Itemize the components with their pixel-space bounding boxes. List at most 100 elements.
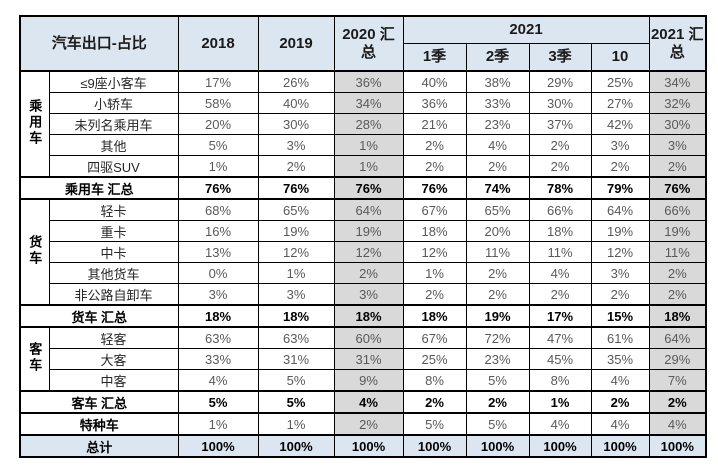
cell-value: 2% (528, 155, 592, 178)
cell-value: 9% (333, 369, 404, 392)
cell-value: 1% (257, 412, 335, 436)
table-row: 非公路自卸车 3% 3% 3% 2% 2% 2% 2% 2% (20, 283, 707, 306)
table-row: 四驱SUV 1% 2% 1% 2% 2% 2% 2% 2% (20, 155, 707, 178)
cell-value: 30% (528, 92, 592, 114)
cell-value: 34% (333, 92, 404, 114)
cell-value: 20% (177, 113, 259, 135)
cell-value: 1% (333, 134, 404, 156)
cell-value: 63% (177, 326, 259, 349)
table-row: 中客 4% 5% 9% 8% 5% 8% 4% 7% (20, 369, 707, 392)
cell-value: 17% (177, 70, 259, 93)
col-header-2021-group: 2021 (402, 15, 650, 44)
row-label: 特种车 (19, 412, 179, 436)
subtotal-row-truck: 货车 汇总 18% 18% 18% 18% 19% 17% 15% 18% (19, 304, 707, 328)
row-label: 重卡 (48, 220, 179, 242)
cell-value: 21% (402, 113, 467, 135)
row-label: 中客 (48, 369, 179, 392)
cell-value: 28% (333, 113, 404, 135)
cell-value: 1% (177, 412, 259, 436)
cell-value: 100% (177, 434, 259, 458)
cell-value: 12% (333, 241, 404, 263)
cell-value: 100% (528, 434, 592, 458)
cell-value: 5% (465, 369, 530, 392)
row-label: 其他货车 (48, 262, 179, 284)
cell-value: 34% (648, 70, 707, 93)
cell-value: 19% (590, 220, 650, 242)
grand-total-row: 总计 100% 100% 100% 100% 100% 100% 100% 10… (19, 434, 707, 458)
cell-value: 4% (590, 369, 650, 392)
table-row: 货车 轻卡 68% 65% 64% 67% 65% 66% 64% 66% (19, 198, 707, 306)
cell-value: 33% (465, 92, 530, 114)
cell-value: 2% (528, 134, 592, 156)
table-row: 未列名乘用车 20% 30% 28% 21% 23% 37% 42% 30% (20, 113, 707, 135)
cell-value: 1% (257, 262, 335, 284)
cell-value: 76% (402, 176, 467, 200)
cell-value: 18% (177, 304, 259, 328)
cell-value: 31% (333, 348, 404, 370)
cell-value: 66% (528, 198, 592, 221)
cell-value: 4% (465, 134, 530, 156)
cell-value: 40% (402, 70, 467, 93)
cell-value: 38% (465, 70, 530, 93)
cell-value: 18% (333, 304, 404, 328)
cell-value: 64% (648, 326, 707, 349)
cell-value: 5% (177, 390, 259, 414)
cell-value: 2% (402, 134, 467, 156)
row-label: 货车 汇总 (19, 304, 179, 328)
cell-value: 2% (528, 283, 592, 306)
cell-value: 1% (177, 155, 259, 178)
cell-value: 76% (333, 176, 404, 200)
cell-value: 4% (590, 412, 650, 436)
cell-value: 7% (648, 369, 707, 392)
cell-value: 19% (257, 220, 335, 242)
cell-value: 4% (648, 412, 707, 436)
cell-value: 23% (465, 348, 530, 370)
cell-value: 66% (648, 198, 707, 221)
cell-value: 13% (177, 241, 259, 263)
header-row-2: 1季 2季 3季 10 (20, 43, 706, 72)
cell-value: 100% (648, 434, 707, 458)
row-label: 客车 汇总 (19, 390, 179, 414)
cell-value: 42% (590, 113, 650, 135)
cell-value: 79% (590, 176, 650, 200)
row-label: 轻客 (48, 326, 179, 349)
cell-value: 64% (590, 198, 650, 221)
table-row: 中卡 13% 12% 12% 12% 11% 11% 12% 11% (20, 241, 707, 263)
cell-value: 68% (177, 198, 259, 221)
cell-value: 40% (257, 92, 335, 114)
row-label: 其他 (48, 134, 179, 156)
cell-value: 60% (333, 326, 404, 349)
cell-value: 25% (590, 70, 650, 93)
cell-value: 72% (465, 326, 530, 349)
cell-value: 35% (590, 348, 650, 370)
cell-value: 4% (528, 262, 592, 284)
cell-value: 61% (590, 326, 650, 349)
cell-value: 12% (402, 241, 467, 263)
table-row: 小轿车 58% 40% 34% 36% 33% 30% 27% 32% (20, 92, 707, 114)
cell-value: 58% (177, 92, 259, 114)
cell-value: 5% (257, 390, 335, 414)
cell-value: 3% (257, 134, 335, 156)
cell-value: 2% (465, 155, 530, 178)
cell-value: 76% (177, 176, 259, 200)
col-header-2019: 2019 (257, 15, 335, 72)
cell-value: 36% (402, 92, 467, 114)
cell-value: 18% (257, 304, 335, 328)
cell-value: 64% (333, 198, 404, 221)
cell-value: 2% (333, 412, 404, 436)
row-label: ≤9座小客车 (48, 70, 179, 93)
cell-value: 2% (402, 390, 467, 414)
cell-value: 2% (590, 155, 650, 178)
cell-value: 11% (648, 241, 707, 263)
cell-value: 2% (257, 155, 335, 178)
cell-value: 29% (528, 70, 592, 93)
cell-value: 4% (177, 369, 259, 392)
cell-value: 25% (402, 348, 467, 370)
cell-value: 4% (333, 390, 404, 414)
row-label: 轻卡 (48, 198, 179, 221)
cell-value: 26% (257, 70, 335, 93)
table-row: 大客 33% 31% 31% 25% 23% 45% 35% 29% (20, 348, 707, 370)
row-label: 未列名乘用车 (48, 113, 179, 135)
cell-value: 30% (648, 113, 707, 135)
cell-value: 5% (465, 412, 530, 436)
